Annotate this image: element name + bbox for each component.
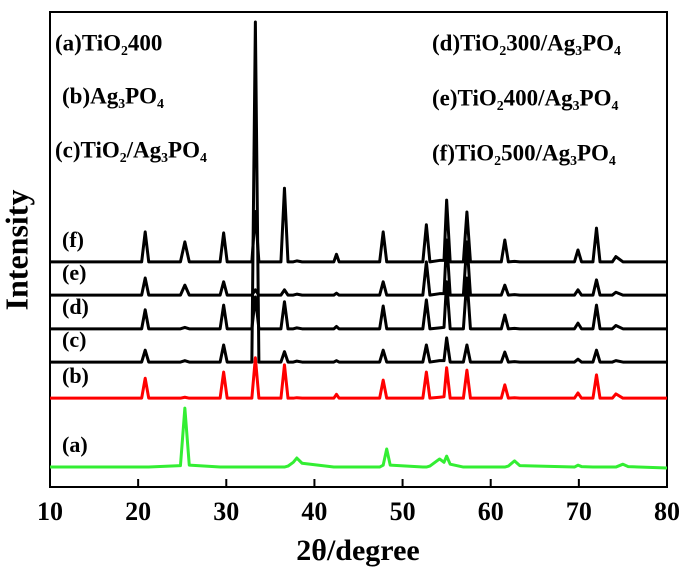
x-axis-label: 2θ/degree — [296, 534, 419, 567]
x-tick-label: 30 — [213, 497, 239, 526]
annotation: (b)Ag₃PO₄ — [62, 83, 164, 108]
annotation: (a)TiO₂400 — [55, 30, 162, 55]
spectrum-line — [50, 20, 667, 364]
x-tick-label: 80 — [654, 497, 680, 526]
series-label: (f) — [62, 227, 84, 252]
plot-frame — [49, 11, 668, 488]
x-tick-label: 70 — [566, 497, 592, 526]
spectrum-line — [50, 406, 668, 470]
series-label: (d) — [62, 294, 89, 319]
annotation: (d)TiO₂300/Ag₃PO₄ — [432, 30, 621, 55]
x-tick-label: 10 — [37, 497, 63, 526]
annotation: (f)TiO₂500/Ag₃PO₄ — [432, 140, 616, 165]
annotation: (c)TiO₂/Ag₃PO₄ — [55, 137, 207, 162]
annotation: (e)TiO₂400/Ag₃PO₄ — [432, 85, 618, 110]
y-axis-label: Intensity — [0, 190, 34, 311]
x-tick-label: 60 — [478, 497, 504, 526]
x-tick-label: 20 — [125, 497, 151, 526]
x-tick-label: 40 — [301, 497, 327, 526]
series-label: (c) — [62, 327, 86, 352]
series-label: (b) — [62, 363, 89, 388]
spectrum-line — [50, 238, 667, 297]
spectrum-line — [50, 276, 667, 331]
spectrum-line — [50, 186, 667, 264]
series-label: (e) — [62, 260, 86, 285]
spectrum-line — [50, 356, 667, 400]
series-label: (a) — [62, 432, 88, 457]
x-tick-label: 50 — [390, 497, 416, 526]
